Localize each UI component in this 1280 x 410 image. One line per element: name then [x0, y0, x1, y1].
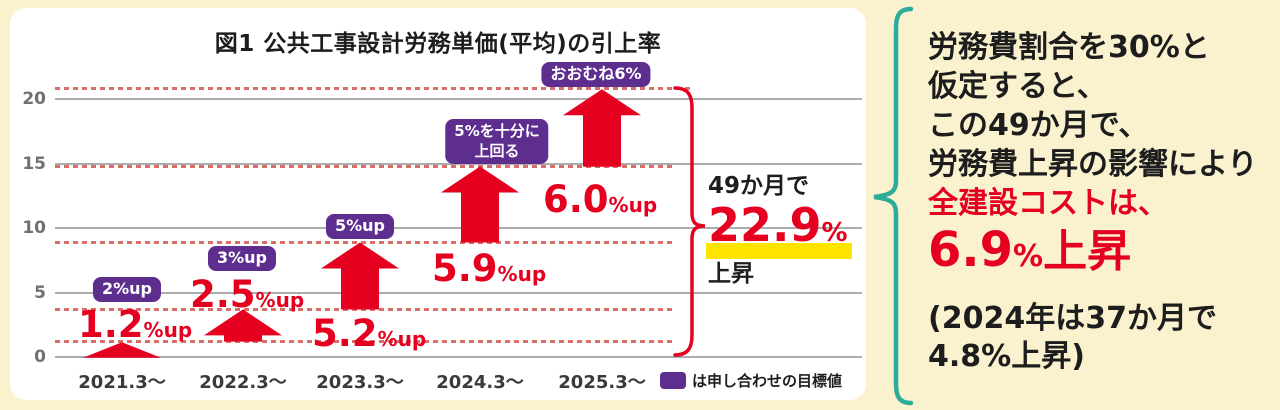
y-axis-tick-label: 20: [22, 89, 46, 109]
value-unit: %up: [377, 327, 427, 351]
y-axis-tick-label: 15: [22, 153, 46, 174]
increase-arrow-5: [563, 88, 641, 167]
note-big-number: 6.9: [928, 222, 1014, 278]
target-badge-2: 3%up: [207, 246, 277, 271]
value-unit: %up: [143, 318, 193, 342]
increase-arrow-3: [321, 242, 399, 310]
total-brace: [673, 86, 706, 357]
x-axis-label-1: 2021.3～: [78, 372, 166, 393]
summary-total: 22.9%: [706, 198, 852, 261]
y-axis-tick-label: 10: [22, 218, 46, 238]
summary-total-value: 22.9: [708, 198, 822, 252]
cumulative-dashed-line: [55, 87, 690, 91]
note-big-suffix: 上昇: [1043, 226, 1132, 277]
target-badge-4: 5%を十分に 上回る: [445, 119, 549, 164]
note-brace: [873, 6, 914, 406]
cumulative-summary: 49か月で 22.9% 上昇: [706, 172, 878, 288]
chart-panel: [10, 8, 866, 400]
note-line: この49か月で、: [928, 108, 1149, 143]
cumulative-dashed-line: [55, 340, 672, 344]
summary-total-unit: %: [821, 218, 848, 248]
gridline-5: [55, 291, 862, 294]
value-number: 1.2: [78, 303, 144, 346]
value-label-3: 5.2%up: [312, 315, 426, 352]
gridline-0: [55, 356, 862, 358]
cumulative-dashed-line: [55, 240, 672, 244]
value-number: 6.0: [543, 178, 609, 221]
increase-arrow-2: [204, 309, 282, 342]
legend: は申し合わせの目標値: [660, 370, 842, 391]
x-axis-label-5: 2025.3～: [558, 372, 646, 393]
value-number: 5.9: [432, 247, 498, 290]
note-highlight-line: 全建設コストは、: [928, 186, 1168, 221]
y-axis-tick-label: 0: [34, 347, 46, 367]
note-line: 仮定すると、: [928, 69, 1107, 104]
target-badge-1: 2%up: [92, 277, 162, 302]
note-paren-line: (2024年は37か月で: [928, 301, 1217, 336]
value-unit: %up: [497, 262, 547, 286]
cumulative-dashed-line: [55, 164, 672, 168]
value-number: 5.2: [312, 312, 378, 355]
value-label-4: 5.9%up: [432, 250, 546, 287]
note-big-unit: %: [1013, 239, 1044, 274]
value-unit: %up: [608, 193, 658, 217]
target-badge-5: おおむね6%: [541, 62, 651, 87]
legend-target-swatch: [660, 372, 686, 389]
x-axis-label-3: 2023.3～: [316, 372, 404, 393]
value-unit: %up: [255, 288, 305, 312]
increase-arrow-1: [83, 341, 161, 358]
value-label-1: 1.2%up: [78, 306, 192, 343]
y-axis-tick-label: 5: [34, 282, 46, 303]
summary-suffix: 上昇: [708, 261, 754, 287]
x-axis-label-2: 2022.3～: [199, 372, 287, 393]
note-paren-line: 4.8%上昇): [928, 339, 1085, 374]
value-label-5: 6.0%up: [543, 181, 657, 218]
note-big-value: 6.9%上昇: [928, 223, 1278, 288]
gridline-10: [55, 227, 862, 229]
note-line: 労務費上昇の影響により: [928, 147, 1258, 182]
legend-label: は申し合わせの目標値: [692, 372, 843, 390]
value-number: 2.5: [190, 273, 256, 316]
note-line: 労務費割合を30%と: [928, 30, 1210, 65]
x-axis-label-4: 2024.3～: [436, 372, 524, 393]
gridline-20: [55, 98, 862, 100]
target-badge-3: 5%up: [325, 214, 395, 239]
summary-period: 49か月で: [708, 173, 810, 199]
value-label-2: 2.5%up: [190, 276, 304, 313]
note-parenthetical: (2024年は37か月で 4.8%上昇): [928, 300, 1278, 376]
chart-title: 図1 公共工事設計労務単価(平均)の引上率: [214, 31, 662, 57]
increase-arrow-4: [441, 166, 519, 243]
note-panel: 労務費割合を30%と 仮定すると、 この49か月で、 労務費上昇の影響により 全…: [928, 28, 1278, 376]
